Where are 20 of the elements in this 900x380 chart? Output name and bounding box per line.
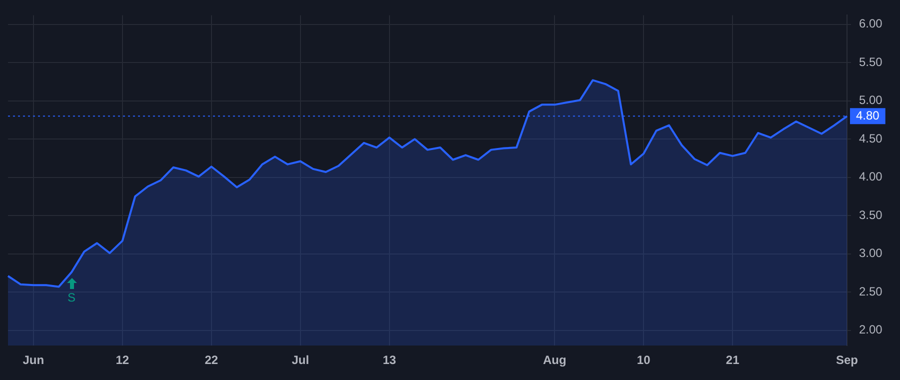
y-tick-label: 4.00 <box>859 170 883 184</box>
y-tick-label: 2.00 <box>859 322 883 337</box>
y-tick-label: 4.50 <box>859 131 883 146</box>
x-tick-label: 22 <box>204 353 218 368</box>
annotation: S <box>68 290 76 304</box>
x-tick-label: Jul <box>292 353 310 368</box>
x-tick-label: 12 <box>116 353 130 368</box>
y-tick-label: 3.50 <box>859 208 883 222</box>
x-tick-label: 13 <box>382 353 396 368</box>
y-tick-label: 3.00 <box>859 246 883 260</box>
x-tick-label: 21 <box>726 353 740 368</box>
y-tick-label: 2.50 <box>859 284 883 298</box>
y-tick-label: 5.50 <box>859 54 883 69</box>
y-tick-label: 5.00 <box>859 93 883 108</box>
x-tick-label: 10 <box>636 353 651 368</box>
ref-line-label: 4.80 <box>856 108 880 122</box>
x-tick-label: Sep <box>836 353 858 368</box>
x-tick-label: Aug <box>542 353 566 368</box>
y-tick-label: 6.00 <box>859 16 883 31</box>
x-tick-label: Jun <box>22 353 44 368</box>
